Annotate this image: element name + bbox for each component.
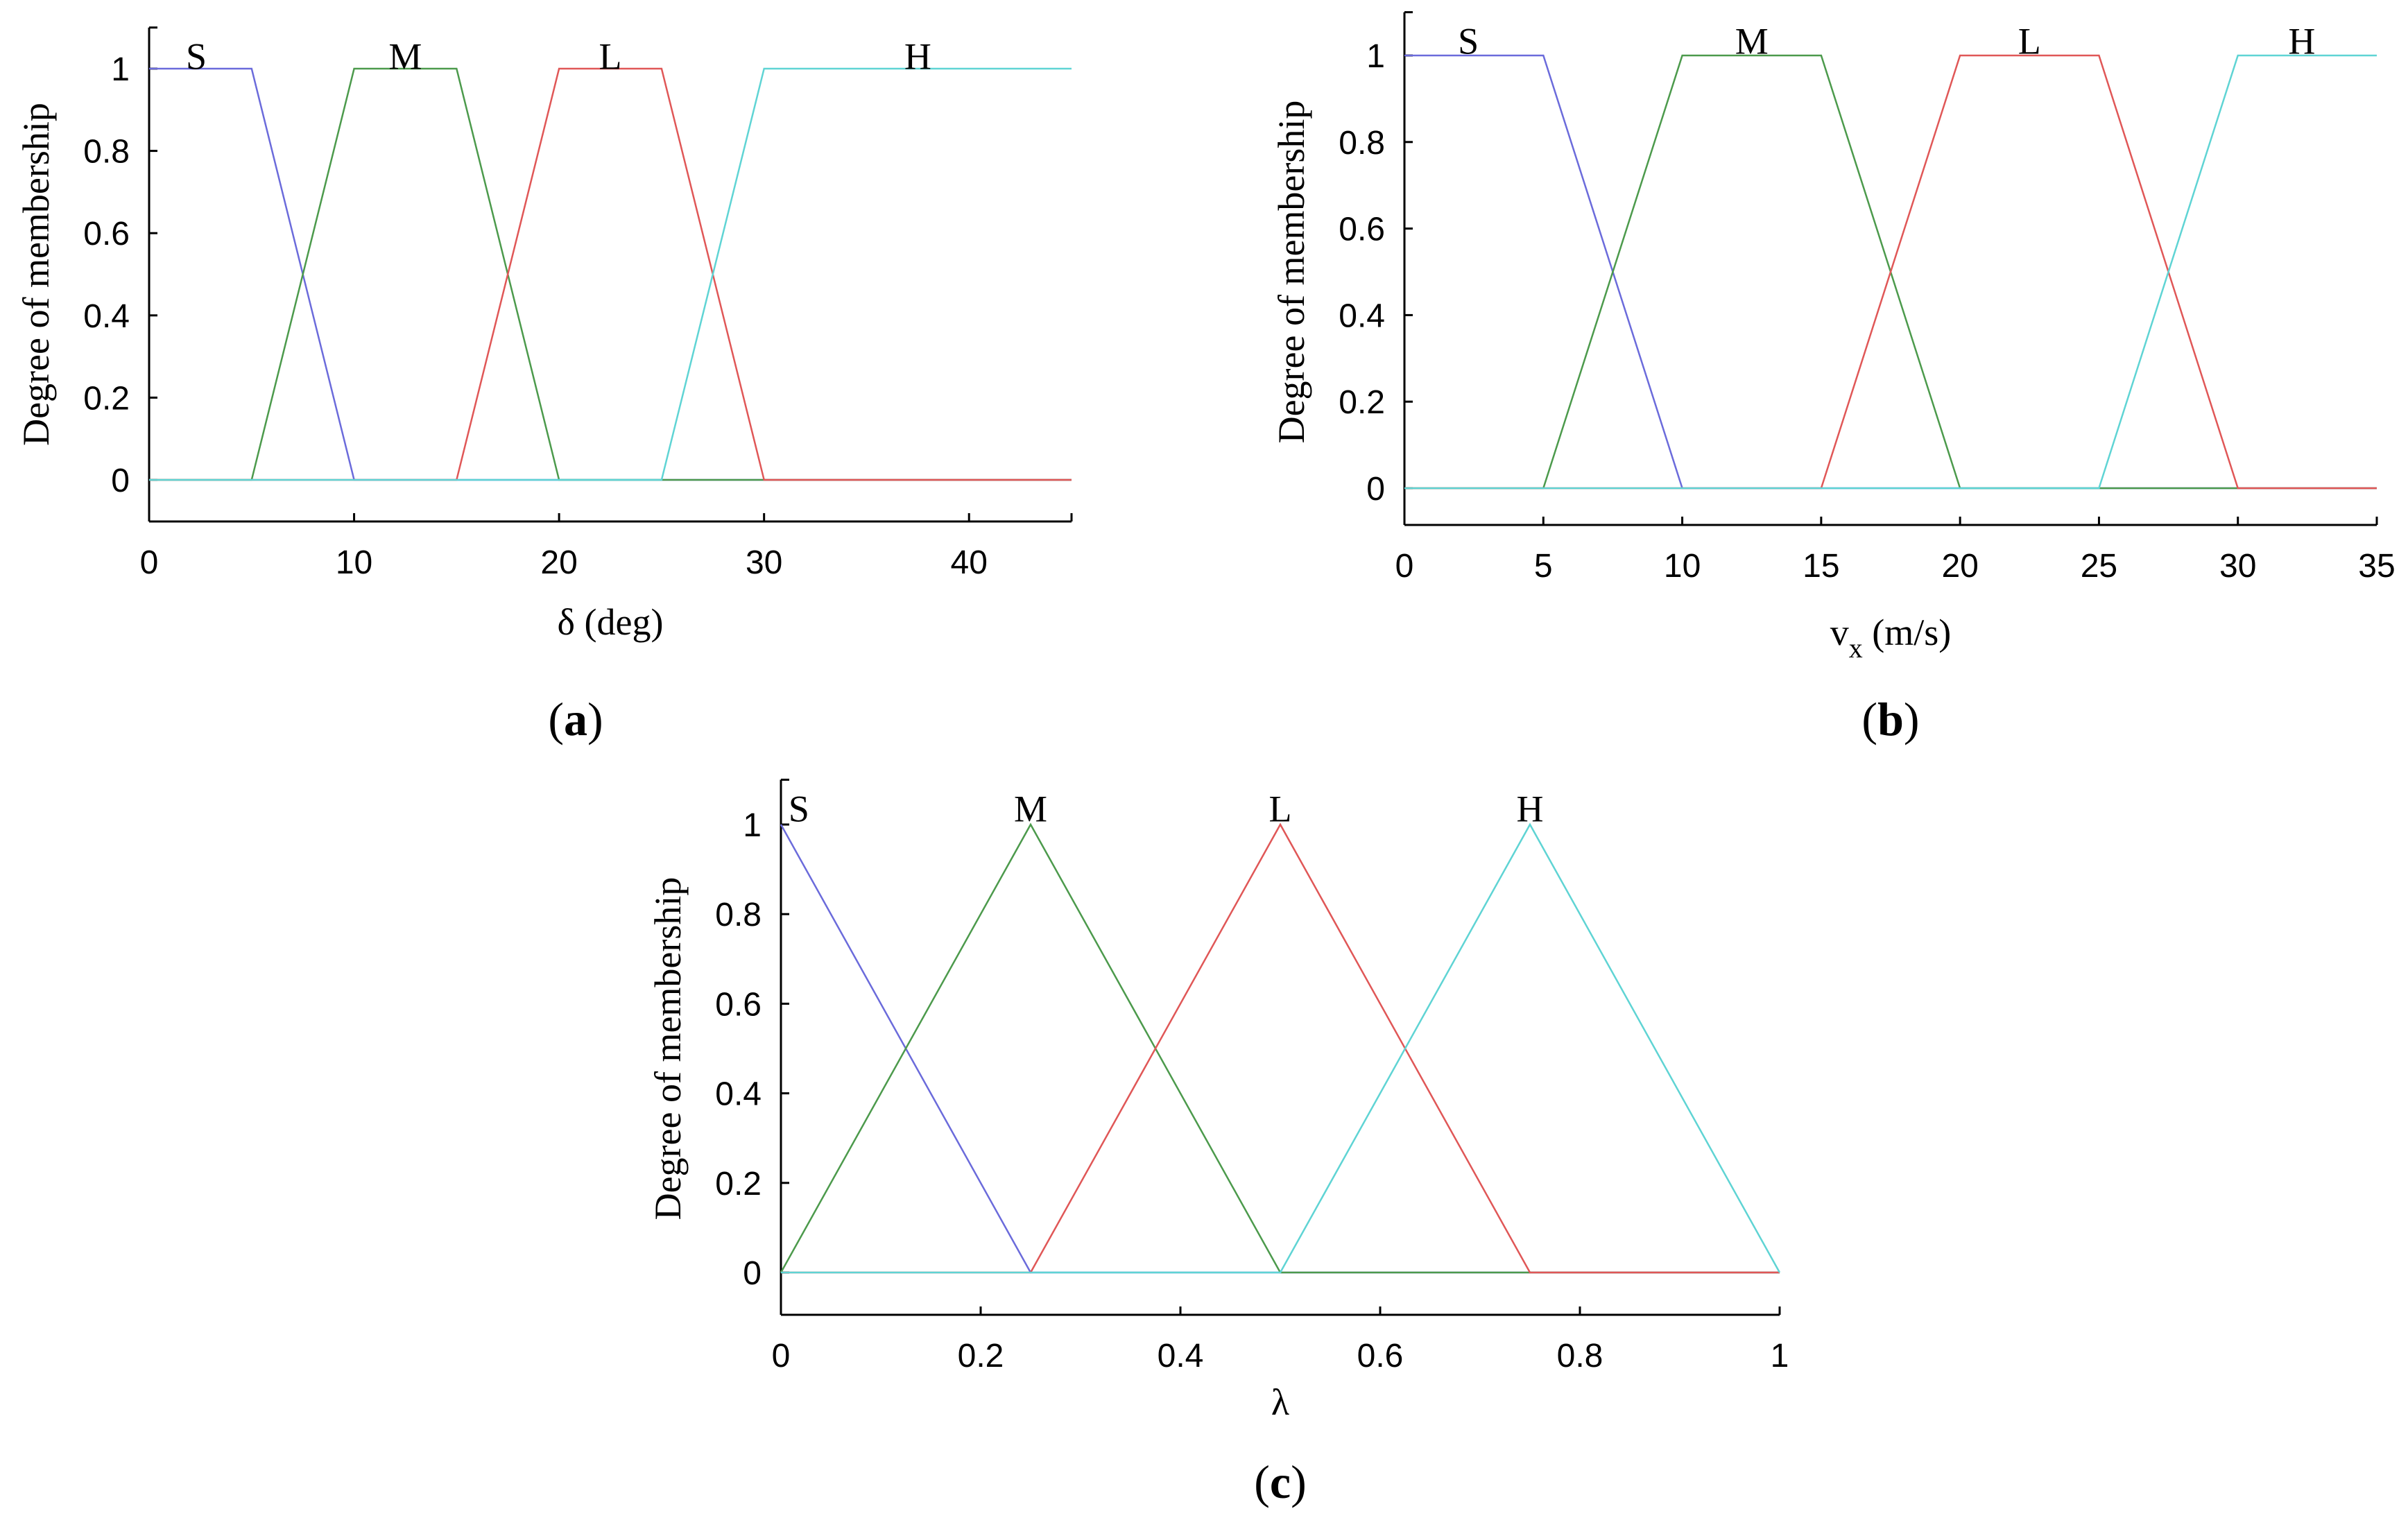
y-axis-title: Degree of membership [15,103,57,446]
x-tick-label: 30 [2219,548,2256,585]
series-label-H: H [2288,21,2315,62]
series-label-M: M [1014,788,1047,829]
x-tick-label: 40 [951,544,988,581]
x-tick-label: 20 [540,544,577,581]
x-tick-label: 0 [140,544,159,581]
series-label-S: S [186,36,207,78]
y-tick-label: 1 [743,807,762,844]
series-label-S: S [1458,21,1479,62]
y-tick-label: 0.6 [715,986,762,1023]
x-tick-label: 5 [1534,548,1553,585]
panel-label: (c) [1254,1456,1307,1508]
y-tick-label: 0 [743,1255,762,1292]
x-tick-label: 0 [1395,548,1414,585]
series-line-M [149,67,1072,481]
series-line-L [1404,54,2377,490]
y-tick-label: 0.4 [83,298,130,335]
panel-label: (b) [1861,693,1919,745]
x-axis-title: λ [1271,1381,1289,1423]
x-tick-label: 1 [1771,1338,1789,1374]
x-tick-label: 0.6 [1357,1338,1404,1374]
panel-label: (a) [548,693,603,745]
series-label-M: M [1735,21,1769,62]
y-tick-label: 0.4 [715,1076,762,1113]
series-line-L [781,822,1780,1274]
series-line-S [780,824,1780,1274]
x-tick-label: 20 [1941,548,1978,585]
y-tick-label: 0.2 [1339,384,1385,421]
x-tick-label: 0.8 [1557,1338,1603,1374]
series-line-H [149,67,1072,481]
y-tick-label: 0.8 [83,134,130,171]
y-tick-label: 0.8 [715,897,762,933]
x-tick-label: 15 [1803,548,1839,585]
y-tick-label: 0.2 [715,1166,762,1202]
x-tick-label: 25 [2081,548,2117,585]
y-axis-title: Degree of membership [647,877,689,1220]
series-label-S: S [789,788,809,829]
series-line-S [149,67,1072,481]
series-label-L: L [599,36,622,78]
y-tick-label: 1 [1366,38,1385,75]
series-label-L: L [2018,21,2041,62]
x-tick-label: 0.2 [958,1338,1004,1374]
series-label-H: H [1517,788,1544,829]
x-tick-label: 0 [772,1338,791,1374]
x-tick-label: 35 [2358,548,2395,585]
x-tick-label: 0.4 [1158,1338,1204,1374]
y-tick-label: 0.8 [1339,125,1385,162]
y-tick-label: 0 [111,463,130,499]
series-line-H [1404,54,2377,490]
y-tick-label: 1 [111,51,130,88]
series-label-H: H [904,36,931,78]
y-axis-title: Degree of membership [1271,101,1312,444]
y-tick-label: 0.4 [1339,297,1385,334]
y-tick-label: 0.2 [83,380,130,417]
series-label-M: M [388,36,422,78]
x-axis-title: δ (deg) [558,601,664,643]
x-tick-label: 10 [336,544,372,581]
series-label-L: L [1269,788,1292,829]
x-tick-label: 10 [1664,548,1701,585]
series-line-H [781,822,1781,1274]
series-line-M [780,822,1780,1274]
series-line-L [149,67,1072,481]
x-tick-label: 30 [746,544,782,581]
y-tick-label: 0.6 [83,216,130,252]
x-axis-title: vx (m/s) [1830,612,1952,664]
y-tick-label: 0 [1366,471,1385,508]
y-tick-label: 0.6 [1339,212,1385,248]
